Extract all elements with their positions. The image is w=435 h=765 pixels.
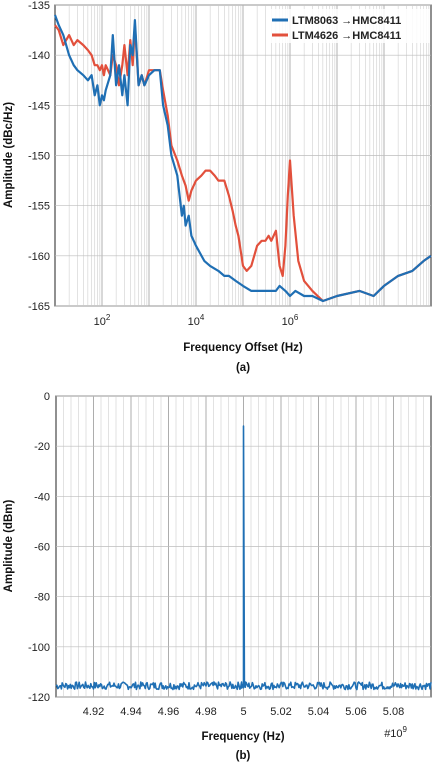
series-line — [55, 425, 432, 691]
y-tick-label: -60 — [34, 542, 50, 554]
phase-noise-chart: -135 -140 -145 -150 -155 -160 -165 102 104 106 LT… — [3, 0, 432, 374]
y-axis-label-b: Amplitude (dBm) — [3, 500, 15, 593]
y-tick-label: -135 — [28, 0, 50, 12]
x-tick-label: 5.08 — [383, 706, 404, 718]
x-tick-label: 104 — [188, 313, 205, 328]
spectrum-chart: 0 -20 -40 -60 -80 -100 -120 4.92 4.94 4.96 4.98 5 5.… — [3, 391, 432, 762]
grid-a — [55, 4, 431, 307]
legend: LTM8063 →HMC8411 LTM4626 →HMC8411 — [268, 9, 430, 43]
series-b — [55, 425, 432, 691]
series-a — [53, 14, 432, 303]
x-tick-label: 5.06 — [345, 706, 366, 718]
x-tick-label: 4.98 — [195, 706, 216, 718]
y-tick-label: -100 — [28, 642, 50, 654]
x-tick-label: 5 — [240, 706, 246, 718]
caption-a: (a) — [236, 362, 250, 374]
x-tick-label: 5.02 — [270, 706, 291, 718]
x-axis-label-b: Frequency (Hz) — [201, 731, 284, 743]
legend-label: LTM8063 →HMC8411 — [292, 15, 401, 27]
y-tick-label: -20 — [34, 441, 50, 453]
y-tick-label: -120 — [28, 692, 50, 704]
legend-box — [268, 9, 430, 43]
x-tick-label: 4.96 — [158, 706, 179, 718]
y-tick-label: -165 — [28, 301, 50, 313]
series-line — [54, 24, 432, 303]
y-tick-label: -145 — [28, 100, 50, 112]
series-line — [53, 14, 432, 303]
y-tick-label: -160 — [28, 251, 50, 263]
y-tick-label: 0 — [44, 391, 50, 403]
x-tick-label: 4.94 — [120, 706, 141, 718]
caption-b: (b) — [236, 750, 251, 762]
x-tick-label: 106 — [282, 313, 299, 328]
y-tick-label: -140 — [28, 50, 50, 62]
tick-labels-b: 0 -20 -40 -60 -80 -100 -120 4.92 4.94 4.96 4.98 5 5.… — [28, 391, 404, 718]
x-multiplier: #109 — [384, 725, 407, 740]
y-axis-label-a: Amplitude (dBc/Hz) — [3, 102, 15, 208]
y-tick-label: -150 — [28, 151, 50, 163]
x-tick-label: 102 — [94, 313, 111, 328]
legend-label: LTM4626 →HMC8411 — [292, 30, 401, 42]
y-tick-label: -80 — [34, 592, 50, 604]
x-axis-label-a: Frequency Offset (Hz) — [183, 342, 303, 354]
y-tick-label: -155 — [28, 201, 50, 213]
x-tick-label: 5.04 — [308, 706, 329, 718]
y-tick-label: -40 — [34, 491, 50, 503]
x-tick-label: 4.92 — [83, 706, 104, 718]
tick-labels-a: -135 -140 -145 -150 -155 -160 -165 102 104 106 — [28, 0, 299, 328]
